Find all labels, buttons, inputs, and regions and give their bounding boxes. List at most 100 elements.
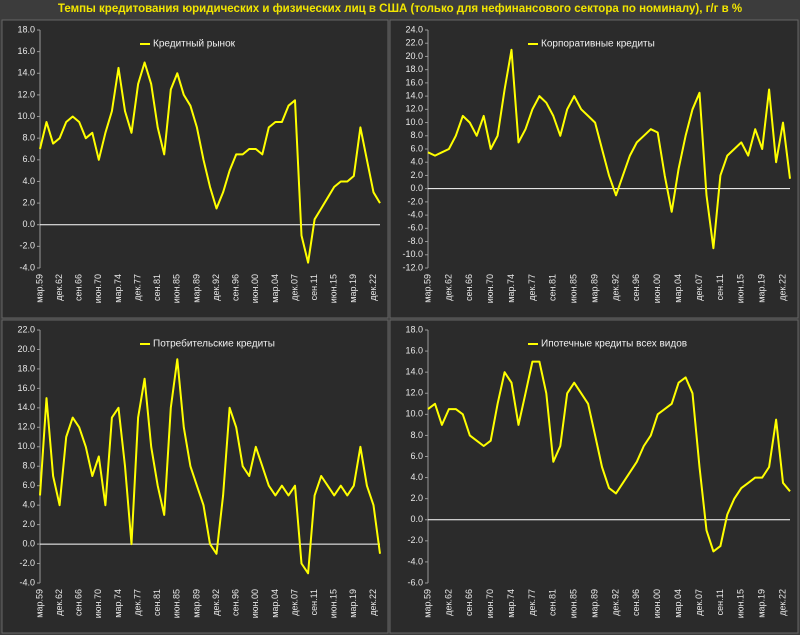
y-tick-label: -4.0 [407,556,423,566]
x-tick-label: июн.15 [736,274,746,303]
y-tick-label: 2.0 [22,519,35,529]
y-tick-label: 6.0 [410,451,423,461]
x-tick-label: дек.07 [289,589,299,616]
y-tick-label: -12.0 [402,262,423,272]
x-tick-label: мар.89 [191,274,201,303]
x-tick-label: сен.81 [152,274,162,301]
x-tick-label: июн.00 [250,274,260,303]
y-tick-label: -6.0 [407,223,423,233]
y-tick-label: 16.0 [17,46,35,56]
y-tick-label: -6.0 [407,577,423,587]
y-tick-label: 4.0 [22,176,35,186]
y-tick-label: -4.0 [19,262,35,272]
x-tick-label: июн.00 [250,589,260,618]
x-tick-label: мар.04 [270,589,280,618]
y-tick-label: 16.0 [17,383,35,393]
y-tick-label: 14.0 [405,367,423,377]
y-tick-label: -2.0 [19,558,35,568]
y-tick-label: 14.0 [405,90,423,100]
x-tick-label: мар.74 [506,274,516,303]
legend-label: Ипотечные кредиты всех видов [541,339,687,350]
y-tick-label: 8.0 [22,133,35,143]
x-tick-label: июн.85 [172,589,182,618]
y-tick-label: 20.0 [17,344,35,354]
x-tick-label: мар.04 [673,274,683,303]
y-tick-label: 4.0 [22,500,35,510]
x-tick-label: сен.11 [309,274,319,300]
x-tick-label: мар.59 [34,274,44,303]
x-tick-label: июн.00 [652,589,662,618]
x-tick-label: мар.19 [348,589,358,618]
x-tick-label: сен.81 [548,589,558,616]
y-tick-label: 8.0 [410,430,423,440]
x-tick-label: июн.85 [569,589,579,618]
x-tick-label: мар.19 [757,589,767,618]
x-tick-label: мар.59 [34,589,44,618]
legend-label: Кредитный рынок [153,39,236,50]
y-tick-label: 24.0 [405,24,423,34]
x-tick-label: сен.96 [631,589,641,616]
y-tick-label: 18.0 [405,64,423,74]
x-tick-label: июн.85 [172,274,182,303]
y-tick-label: -4.0 [407,209,423,219]
x-tick-label: дек.62 [54,274,64,301]
x-tick-label: дек.77 [527,274,537,301]
x-tick-label: июн.70 [93,589,103,618]
y-tick-label: 12.0 [17,422,35,432]
x-tick-label: мар.89 [589,589,599,618]
x-tick-label: дек.92 [211,589,221,616]
y-tick-label: -4.0 [19,577,35,587]
x-tick-label: мар.74 [113,589,123,618]
x-tick-label: мар.19 [348,274,358,303]
y-tick-label: 18.0 [405,324,423,334]
panel [1,319,389,634]
x-tick-label: мар.04 [673,589,683,618]
x-tick-label: дек.92 [610,274,620,301]
y-tick-label: 10.0 [17,441,35,451]
series-line [39,358,381,575]
x-tick-label: июн.85 [569,274,579,303]
y-tick-label: 18.0 [17,363,35,373]
x-tick-label: июн.70 [485,589,495,618]
y-tick-label: 2.0 [410,493,423,503]
panel [1,19,389,319]
y-tick-label: -2.0 [407,535,423,545]
x-tick-label: мар.74 [113,274,123,303]
y-tick-label: 16.0 [405,77,423,87]
y-tick-label: 18.0 [17,24,35,34]
legend-label: Потребительские кредиты [153,338,275,350]
y-tick-label: 10.0 [405,117,423,127]
page-title: Темпы кредитования юридических и физичес… [58,3,742,15]
panel [389,319,799,634]
y-tick-label: 10.0 [405,409,423,419]
y-tick-label: 10.0 [17,111,35,121]
x-tick-label: мар.89 [589,274,599,303]
y-tick-label: 0.0 [410,183,423,193]
x-tick-label: сен.66 [464,274,474,301]
x-tick-label: дек.22 [777,274,787,301]
x-tick-label: сен.96 [231,589,241,616]
x-tick-label: дек.62 [443,589,453,616]
x-tick-label: дек.22 [777,589,787,616]
y-tick-label: 6.0 [22,154,35,164]
x-tick-label: дек.92 [610,589,620,616]
y-tick-label: 22.0 [405,38,423,48]
y-tick-label: -2.0 [19,241,35,251]
series-line [427,48,791,250]
x-tick-label: дек.07 [694,274,704,301]
x-tick-label: июн.15 [329,589,339,618]
x-tick-label: июн.15 [736,589,746,618]
y-tick-label: 0.0 [22,538,35,548]
x-tick-label: дек.22 [368,589,378,616]
x-tick-label: сен.11 [715,274,725,300]
x-tick-label: мар.04 [270,274,280,303]
y-tick-label: 12.0 [17,89,35,99]
legend-label: Корпоративные кредиты [541,39,655,50]
x-tick-label: дек.07 [694,589,704,616]
x-tick-label: сен.81 [548,274,558,301]
y-tick-label: 12.0 [405,104,423,114]
y-tick-label: 14.0 [17,68,35,78]
x-tick-label: мар.59 [422,274,432,303]
y-tick-label: 6.0 [22,480,35,490]
